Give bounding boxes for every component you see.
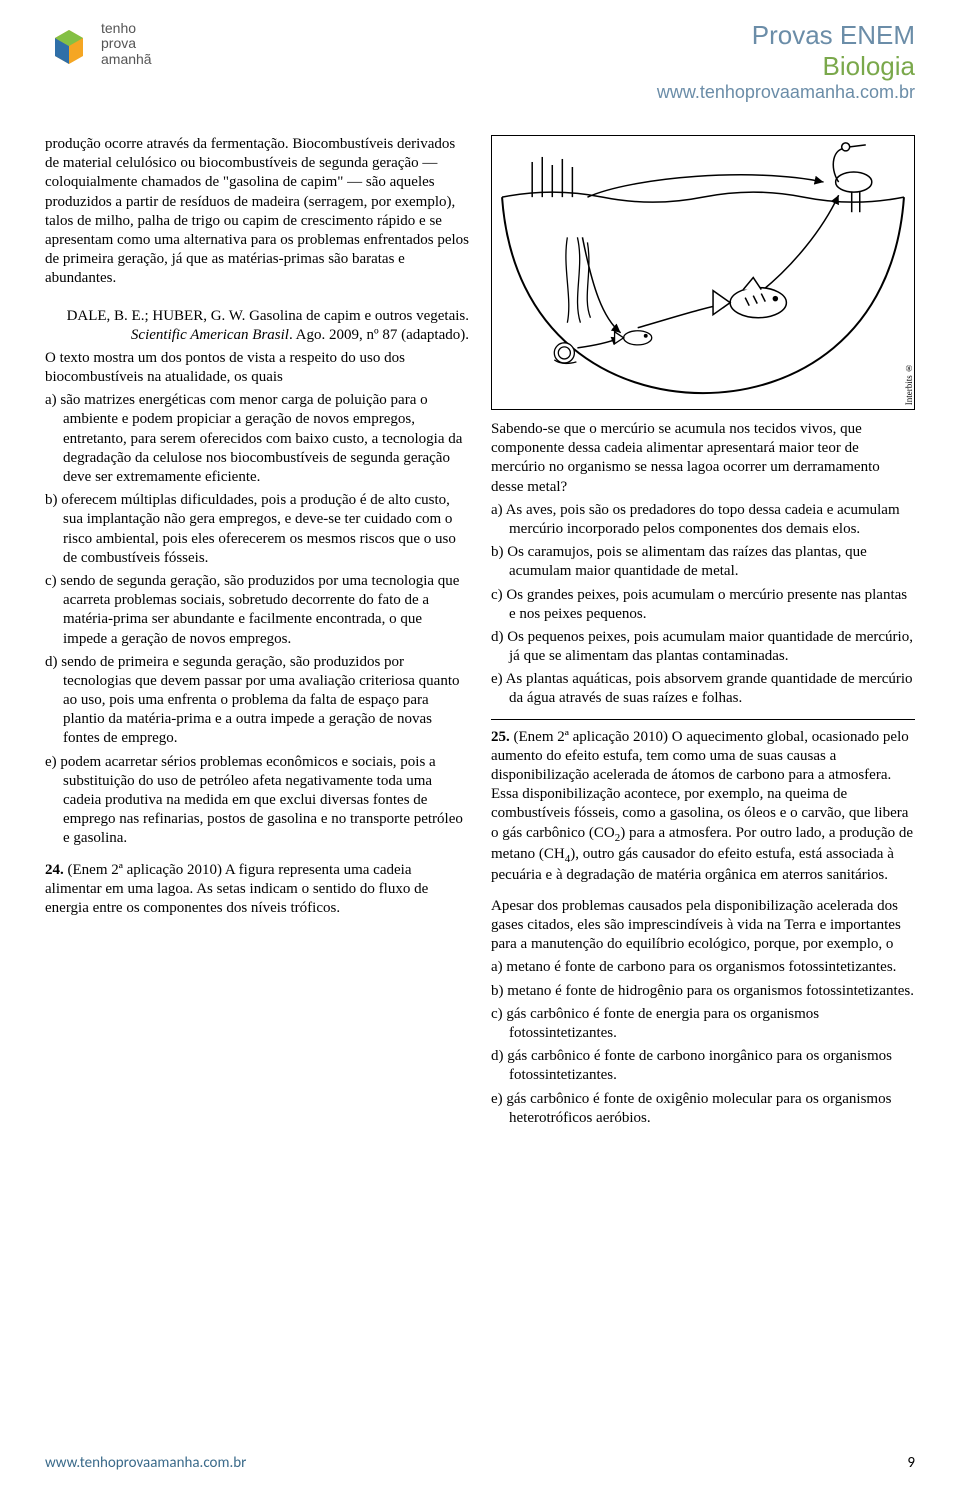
separator	[491, 719, 915, 720]
q24-option-d: d) Os pequenos peixes, pois acumulam mai…	[491, 628, 915, 666]
right-column: Interbits ® Sabendo-se que o mercúrio se…	[491, 135, 915, 1132]
q25-number: 25.	[491, 729, 510, 745]
left-column: produção ocorre através da fermentação. …	[45, 135, 469, 1132]
footer-url: www.tenhoprovaamanha.com.br	[45, 1454, 246, 1472]
logo-block: tenho prova amanhã	[45, 20, 152, 68]
citation-author: DALE, B. E.; HUBER, G. W. Gasolina de ca…	[67, 308, 469, 324]
figure-credit: Interbits ®	[904, 363, 916, 405]
q24-heading: 24. (Enem 2ª aplicação 2010) A figura re…	[45, 861, 469, 919]
content-columns: produção ocorre através da fermentação. …	[45, 135, 915, 1132]
header-title: Provas ENEM	[657, 20, 915, 51]
q25-option-a: a) metano é fonte de carbono para os org…	[491, 958, 915, 977]
citation-source: Scientific American Brasil	[131, 327, 289, 343]
header-subject: Biologia	[657, 51, 915, 82]
q23-option-b: b) oferecem múltiplas dificuldades, pois…	[45, 491, 469, 568]
q23-stem: O texto mostra um dos pontos de vista a …	[45, 349, 469, 387]
citation-tail: . Ago. 2009, nº 87 (adaptado).	[289, 327, 469, 343]
q24-option-c: c) Os grandes peixes, pois acumulam o me…	[491, 586, 915, 624]
q24-option-e: e) As plantas aquáticas, pois absorvem g…	[491, 670, 915, 708]
q23-citation: DALE, B. E.; HUBER, G. W. Gasolina de ca…	[45, 307, 469, 345]
q25-option-b: b) metano é fonte de hidrogênio para os …	[491, 982, 915, 1001]
logo-line-1: tenho	[101, 21, 152, 36]
header-right: Provas ENEM Biologia www.tenhoprovaamanh…	[657, 20, 915, 103]
footer-page-number: 9	[907, 1454, 915, 1472]
logo-line-2: prova	[101, 36, 152, 51]
q24-option-a: a) As aves, pois são os predadores do to…	[491, 501, 915, 539]
q24-number: 24.	[45, 862, 64, 878]
q24-stem: (Enem 2ª aplicação 2010) A figura repres…	[45, 862, 428, 916]
logo-text: tenho prova amanhã	[101, 21, 152, 67]
q24-figure: Interbits ®	[491, 135, 915, 410]
q23-context: produção ocorre através da fermentação. …	[45, 135, 469, 289]
q23-option-e: e) podem acarretar sérios problemas econ…	[45, 753, 469, 849]
page-footer: www.tenhoprovaamanha.com.br 9	[45, 1454, 915, 1472]
page-header: tenho prova amanhã Provas ENEM Biologia …	[45, 20, 915, 103]
logo-icon	[45, 20, 93, 68]
q25-option-c: c) gás carbônico é fonte de energia para…	[491, 1005, 915, 1043]
q25-para2: Apesar dos problemas causados pela dispo…	[491, 897, 915, 955]
q23-option-c: c) sendo de segunda geração, são produzi…	[45, 572, 469, 649]
q23-option-d: d) sendo de primeira e segunda geração, …	[45, 653, 469, 749]
q25-option-d: d) gás carbônico é fonte de carbono inor…	[491, 1047, 915, 1085]
q23-option-a: a) são matrizes energéticas com menor ca…	[45, 391, 469, 487]
logo-line-3: amanhã	[101, 52, 152, 67]
q24-option-b: b) Os caramujos, pois se alimentam das r…	[491, 543, 915, 581]
q24-stem2: Sabendo-se que o mercúrio se acumula nos…	[491, 420, 915, 497]
q25-heading: 25. (Enem 2ª aplicação 2010) O aquecimen…	[491, 728, 915, 885]
header-url: www.tenhoprovaamanha.com.br	[657, 82, 915, 103]
q25-option-e: e) gás carbônico é fonte de oxigênio mol…	[491, 1090, 915, 1128]
